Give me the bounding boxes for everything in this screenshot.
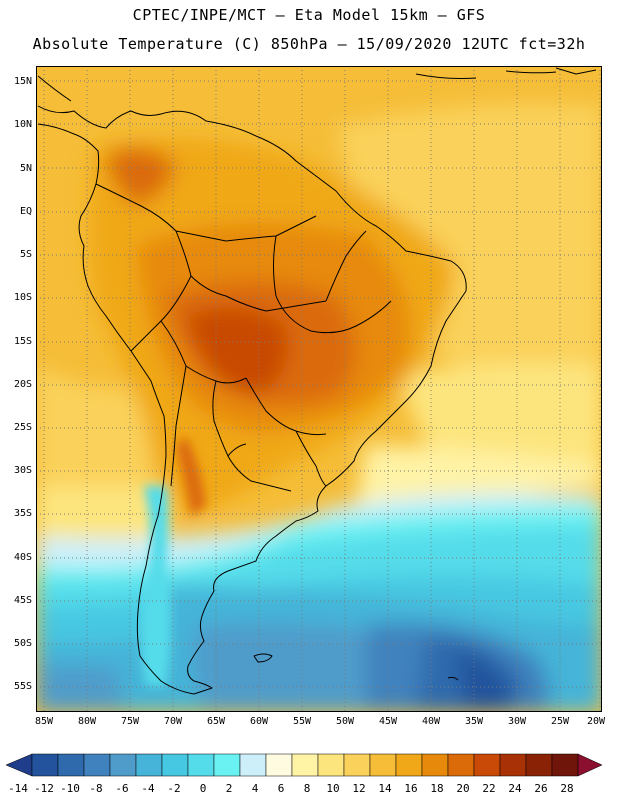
colorbar-cell xyxy=(421,753,449,777)
lon-label: 75W xyxy=(120,716,140,727)
lon-label: 85W xyxy=(34,716,54,727)
lon-label: 30W xyxy=(507,716,527,727)
colorbar-cell xyxy=(161,753,189,777)
lon-label: 65W xyxy=(206,716,226,727)
lat-label: 10N xyxy=(13,119,32,130)
colorbar-cell xyxy=(187,753,215,777)
colorbar-label: 14 xyxy=(378,782,392,795)
colorbar-label: 16 xyxy=(404,782,418,795)
lat-label: 25S xyxy=(13,422,32,433)
colorbar-label: 8 xyxy=(303,782,311,795)
colorbar-label: -4 xyxy=(141,782,155,795)
lat-label: 50S xyxy=(13,638,32,649)
lon-label: 55W xyxy=(292,716,312,727)
coastline xyxy=(37,67,597,695)
colorbar-arrow-high xyxy=(577,753,603,777)
lon-label: 60W xyxy=(249,716,269,727)
temperature-map xyxy=(36,66,602,712)
colorbar-label: 2 xyxy=(225,782,233,795)
colorbar-cell xyxy=(57,753,85,777)
colorbar-label: -6 xyxy=(115,782,129,795)
colorbar-label: 10 xyxy=(326,782,340,795)
lat-label: 40S xyxy=(13,552,32,563)
title-line-1: CPTEC/INPE/MCT – Eta Model 15km – GFS xyxy=(132,6,486,24)
colorbar-cell xyxy=(135,753,163,777)
colorbar-label: -10 xyxy=(60,782,80,795)
colorbar-label: 24 xyxy=(508,782,522,795)
lat-label: 5N xyxy=(19,163,32,174)
lat-label: 5S xyxy=(19,249,32,260)
lon-label: 80W xyxy=(77,716,97,727)
colorbar-label: 28 xyxy=(560,782,574,795)
colorbar-cell xyxy=(291,753,319,777)
colorbar-label: 26 xyxy=(534,782,548,795)
colorbar-cell xyxy=(109,753,137,777)
lat-label: 35S xyxy=(13,508,32,519)
colorbar-cell xyxy=(239,753,267,777)
lat-label: 10S xyxy=(13,292,32,303)
colorbar-label: 20 xyxy=(456,782,470,795)
lon-label: 25W xyxy=(550,716,570,727)
colorbar-label: 4 xyxy=(251,782,259,795)
lon-label: 35W xyxy=(464,716,484,727)
colorbar-cell xyxy=(551,753,579,777)
colorbar-cell xyxy=(447,753,475,777)
colorbar-cell xyxy=(265,753,293,777)
lat-label: 20S xyxy=(13,379,32,390)
colorbar-cell xyxy=(317,753,345,777)
colorbar-label: -8 xyxy=(89,782,103,795)
lon-label: 40W xyxy=(421,716,441,727)
colorbar-label: 12 xyxy=(352,782,366,795)
colorbar-cell xyxy=(369,753,397,777)
lat-label: 15N xyxy=(13,76,32,87)
colorbar-label: 6 xyxy=(277,782,285,795)
colorbar-arrow-low xyxy=(5,753,33,777)
colorbar-cell xyxy=(343,753,371,777)
colorbar-cell xyxy=(395,753,423,777)
colorbar-cell xyxy=(83,753,111,777)
lat-label: EQ xyxy=(19,206,32,217)
lon-label: 50W xyxy=(335,716,355,727)
colorbar-cell xyxy=(31,753,59,777)
lon-label: 45W xyxy=(378,716,398,727)
colorbar-cell xyxy=(213,753,241,777)
lat-label: 55S xyxy=(13,681,32,692)
colorbar xyxy=(5,753,603,777)
lon-label: 70W xyxy=(163,716,183,727)
colorbar-label: 18 xyxy=(430,782,444,795)
title-line-2: Absolute Temperature (C) 850hPa – 15/09/… xyxy=(32,35,586,53)
colorbar-label: -14 xyxy=(8,782,28,795)
colorbar-cell xyxy=(473,753,501,777)
lon-label: 20W xyxy=(586,716,606,727)
lat-label: 15S xyxy=(13,336,32,347)
colorbar-label: 0 xyxy=(199,782,207,795)
colorbar-cell xyxy=(525,753,553,777)
lat-label: 30S xyxy=(13,465,32,476)
colorbar-label: -2 xyxy=(167,782,181,795)
colorbar-label: 22 xyxy=(482,782,496,795)
colorbar-label: -12 xyxy=(34,782,54,795)
colorbar-cell xyxy=(499,753,527,777)
lat-label: 45S xyxy=(13,595,32,606)
